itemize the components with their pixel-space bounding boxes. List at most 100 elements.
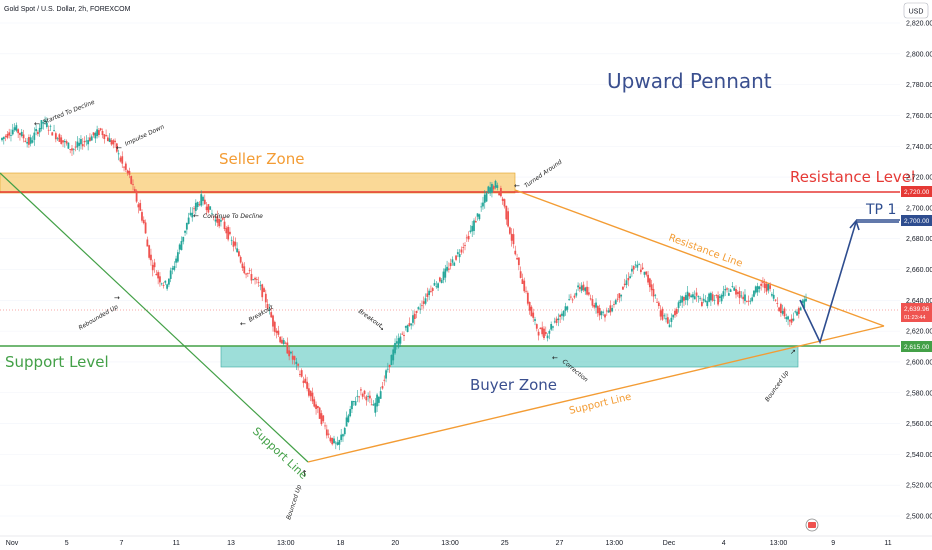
plot-area[interactable] bbox=[0, 0, 900, 536]
candle-body bbox=[431, 288, 434, 291]
candle-body bbox=[322, 415, 325, 422]
candle-body bbox=[539, 327, 542, 330]
candle-body bbox=[580, 285, 583, 291]
candle-body bbox=[500, 188, 502, 197]
y-tick-label: 2,500.00 bbox=[906, 514, 932, 521]
candle-body bbox=[193, 208, 195, 210]
y-tick-label: 2,800.00 bbox=[906, 51, 932, 58]
support-trendline bbox=[307, 325, 885, 463]
candle-body bbox=[290, 351, 292, 354]
candle-body bbox=[437, 283, 439, 288]
candle-body bbox=[379, 391, 382, 399]
candle-body bbox=[36, 131, 39, 135]
candle-body bbox=[19, 132, 21, 135]
candle-body bbox=[212, 216, 215, 218]
candle-body bbox=[99, 128, 102, 131]
candle-body bbox=[176, 252, 179, 262]
arrow-right-icon: → bbox=[114, 294, 120, 302]
arrow-up-right-icon: ↗ bbox=[790, 348, 796, 356]
candle-body bbox=[35, 129, 37, 132]
candle-body bbox=[56, 138, 59, 140]
candle-body bbox=[639, 269, 642, 273]
candle-body bbox=[460, 249, 463, 253]
candle-body bbox=[376, 394, 378, 407]
candle-body bbox=[139, 203, 142, 211]
candle-body bbox=[729, 289, 732, 292]
candle-body bbox=[58, 134, 61, 142]
candle-body bbox=[654, 294, 657, 296]
candle-body bbox=[738, 291, 741, 299]
seller-zone-box bbox=[0, 172, 516, 194]
candle-body bbox=[259, 285, 262, 287]
currency-button[interactable] bbox=[903, 2, 929, 19]
candle-body bbox=[354, 401, 357, 406]
candle-body bbox=[282, 340, 285, 345]
candle-body bbox=[661, 308, 664, 320]
candle-body bbox=[717, 295, 719, 305]
tp-price-tag-text: 2,700.00 bbox=[904, 218, 930, 225]
candle-body bbox=[582, 284, 585, 291]
candle-body bbox=[679, 299, 682, 304]
candle-body bbox=[266, 304, 269, 309]
candle-body bbox=[137, 204, 140, 208]
candle-body bbox=[774, 299, 777, 301]
candle-body bbox=[586, 286, 588, 295]
candle-body bbox=[307, 388, 310, 396]
candle-body bbox=[20, 131, 23, 136]
candle-body bbox=[544, 331, 547, 335]
x-tick-label: Nov bbox=[6, 540, 19, 547]
candle-body bbox=[309, 390, 312, 397]
y-axis-ticks: 2,500.00 2,520.00 2,540.00 2,560.00 2,580.00… bbox=[906, 21, 932, 521]
candle-body bbox=[453, 262, 456, 266]
candle-body bbox=[200, 194, 203, 206]
arrow-left-icon: ← bbox=[240, 320, 246, 328]
x-tick-label: 13:00 bbox=[277, 540, 295, 547]
candle-body bbox=[483, 194, 486, 203]
candle-body bbox=[85, 140, 88, 142]
candle-body bbox=[650, 284, 653, 291]
candle-body bbox=[123, 166, 125, 168]
symbol-title[interactable]: Gold Spot / U.S. Dollar, 2h, FOREXCOM bbox=[4, 6, 131, 13]
arrow-left-icon: ← bbox=[514, 182, 520, 190]
candle-body bbox=[114, 140, 116, 143]
candle-body bbox=[803, 299, 806, 308]
candle-body bbox=[105, 135, 107, 137]
candle-body bbox=[711, 294, 714, 301]
candle-body bbox=[778, 307, 780, 312]
candle-body bbox=[587, 292, 590, 295]
candle-body bbox=[794, 311, 797, 313]
candle-body bbox=[604, 314, 606, 318]
candle-body bbox=[268, 308, 271, 310]
candle-body bbox=[320, 413, 323, 425]
price-axis[interactable] bbox=[900, 0, 932, 550]
candle-body bbox=[464, 244, 466, 246]
candle-body bbox=[465, 237, 468, 239]
candle-body bbox=[627, 277, 630, 281]
candle-body bbox=[6, 134, 9, 138]
candle-body bbox=[299, 374, 301, 375]
candle-body bbox=[638, 264, 640, 266]
candle-body bbox=[702, 298, 705, 301]
candle-body bbox=[772, 294, 775, 299]
candle-body bbox=[220, 220, 222, 222]
candle-body bbox=[171, 267, 174, 270]
candle-body bbox=[408, 323, 411, 326]
candle-body bbox=[281, 339, 283, 344]
candle-body bbox=[605, 310, 608, 312]
x-tick-label: 11 bbox=[884, 540, 891, 547]
candle-body bbox=[686, 291, 689, 301]
candle-body bbox=[410, 323, 413, 326]
candle-body bbox=[713, 299, 716, 301]
candle-body bbox=[758, 286, 761, 289]
candle-body bbox=[250, 274, 253, 281]
candle-body bbox=[248, 270, 251, 272]
candle-body bbox=[413, 313, 416, 319]
candle-body bbox=[214, 219, 217, 222]
candle-body bbox=[571, 299, 574, 301]
candle-body bbox=[313, 399, 316, 407]
candle-body bbox=[779, 304, 782, 313]
candle-body bbox=[769, 285, 772, 289]
candle-body bbox=[767, 284, 770, 291]
candle-body bbox=[67, 142, 70, 149]
